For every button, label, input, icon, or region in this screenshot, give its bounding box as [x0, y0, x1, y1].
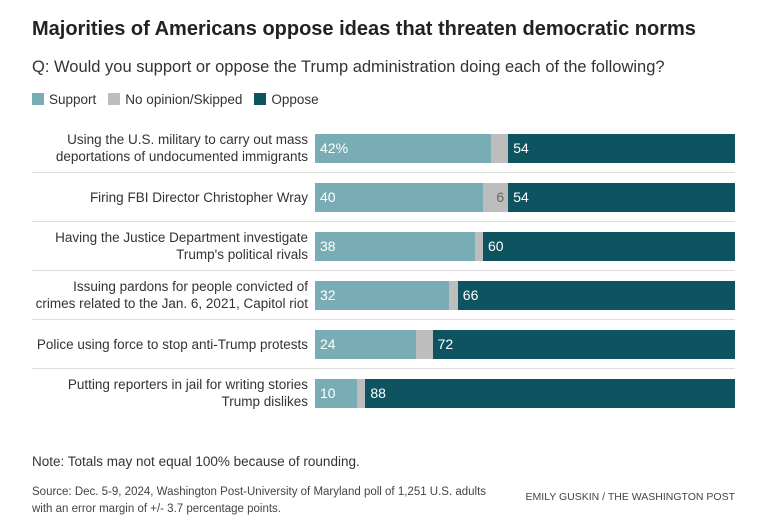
data-label: 42% — [320, 139, 349, 156]
data-label: 54 — [513, 188, 529, 205]
legend-swatch — [108, 93, 121, 105]
data-label: 54 — [513, 139, 529, 156]
bar-row: Using the U.S. military to carry out mas… — [32, 124, 735, 173]
bar-row: Police using force to stop anti-Trump pr… — [32, 320, 735, 369]
source: Source: Dec. 5-9, 2024, Washington Post-… — [32, 486, 487, 515]
note: Note: Totals may not equal 100% because … — [32, 454, 360, 469]
bar-segment-support: 40 — [315, 182, 483, 212]
category-label: Police using force to stop anti-Trump pr… — [36, 336, 308, 352]
bar-segment-oppose: 54 — [508, 182, 735, 212]
data-label: 38 — [320, 237, 336, 254]
chart-subtitle: Q: Would you support or oppose the Trump… — [32, 58, 665, 76]
bar-segment-support: 38 — [315, 231, 475, 261]
bar-row: Firing FBI Director Christopher Wray 40 6 5… — [32, 173, 735, 222]
stacked-bar: 32 66 — [315, 280, 735, 310]
bar-segment-oppose: 88 — [365, 378, 735, 408]
data-label: 6 — [496, 188, 505, 205]
stacked-bar: 38 60 — [315, 231, 735, 261]
category-label: Putting reporters in jail for writing st… — [67, 377, 308, 409]
bar-segment-oppose: 72 — [432, 329, 735, 359]
bar-segment-no-opinion-skipped — [357, 378, 366, 408]
category-label: Issuing pardons for people convicted of … — [35, 279, 308, 311]
legend-swatch — [254, 93, 267, 105]
bar-segment-no-opinion-skipped — [449, 280, 458, 310]
data-label: 32 — [320, 286, 336, 303]
data-label: 60 — [487, 237, 504, 254]
legend-label: No opinion/Skipped — [125, 92, 243, 107]
category-label: Using the U.S. military to carry out mas… — [55, 132, 308, 164]
data-label: 66 — [462, 286, 479, 303]
bar-segment-support: 10 — [315, 378, 357, 408]
bar-segment-oppose: 66 — [457, 280, 735, 310]
bar-segment-oppose: 60 — [482, 231, 735, 261]
legend-item: No opinion/Skipped — [108, 92, 242, 107]
category-label: Firing FBI Director Christopher Wray — [89, 189, 308, 205]
legend-swatch — [32, 93, 44, 105]
credit: EMILY GUSKIN / THE WASHINGTON POST — [525, 491, 735, 503]
data-label: 10 — [320, 384, 336, 401]
bar-segment-support: 24 — [315, 329, 416, 359]
legend-item: Support — [32, 92, 96, 107]
bar-segment-no-opinion-skipped: 6 — [483, 182, 509, 212]
data-label: 24 — [320, 335, 336, 352]
bar-segment-oppose: 54 — [508, 133, 735, 163]
bar-segment-no-opinion-skipped — [474, 231, 483, 261]
stacked-bar: 40 6 54 — [315, 182, 735, 212]
bar-segment-support: 32 — [315, 280, 450, 310]
legend-item: Oppose — [254, 92, 319, 107]
data-label: 72 — [437, 335, 454, 352]
legend: Support No opinion/Skipped Oppose — [32, 92, 319, 107]
legend-label: Oppose — [271, 92, 319, 107]
bar-row: Having the Justice Department investigat… — [32, 222, 735, 271]
bar-row: Issuing pardons for people convicted of … — [32, 271, 735, 320]
bar-rows: Using the U.S. military to carry out mas… — [32, 124, 735, 417]
bar-segment-no-opinion-skipped — [415, 329, 433, 359]
legend-label: Support — [49, 92, 97, 107]
chart-title: Majorities of Americans oppose ideas tha… — [32, 18, 696, 40]
bar-segment-support: 42% — [315, 133, 492, 163]
data-label: 88 — [370, 384, 386, 401]
stacked-bar: 10 88 — [315, 378, 735, 408]
stacked-bar: 42% 54 — [315, 133, 735, 163]
data-label: 40 — [320, 188, 336, 205]
bar-row: Putting reporters in jail for writing st… — [32, 369, 735, 417]
stacked-bar: 24 72 — [315, 329, 735, 359]
category-label: Having the Justice Department investigat… — [55, 230, 308, 262]
bar-segment-no-opinion-skipped — [491, 133, 509, 163]
